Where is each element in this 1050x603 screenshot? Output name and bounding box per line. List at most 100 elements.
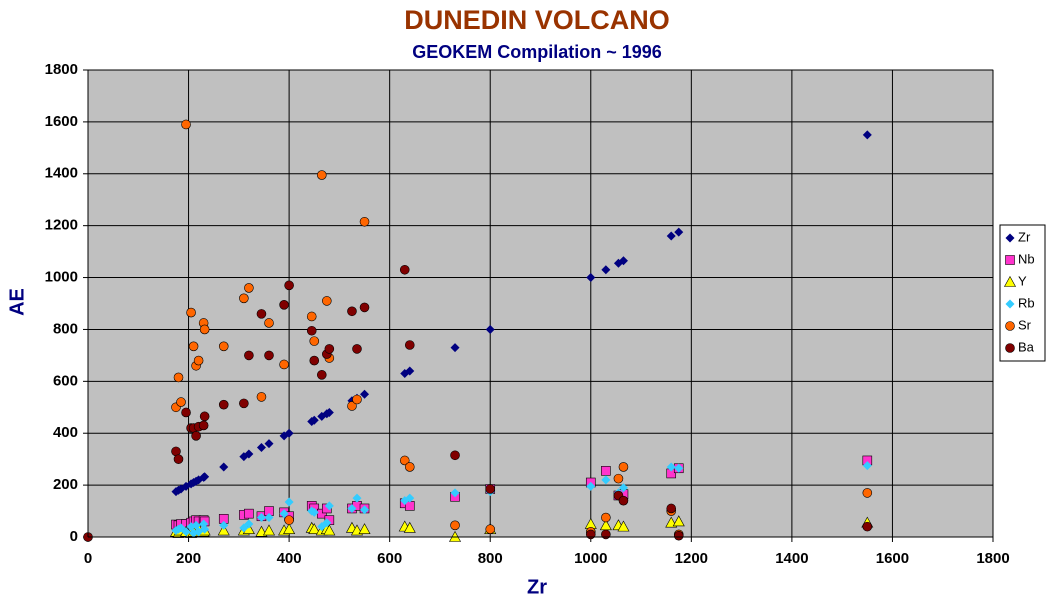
data-point <box>218 341 229 352</box>
y-tick-label: 0 <box>70 528 78 545</box>
data-point <box>244 283 254 293</box>
data-point <box>198 420 209 431</box>
data-point <box>618 256 628 266</box>
x-tick-label: 1600 <box>876 550 909 567</box>
data-point <box>309 336 320 346</box>
data-point <box>360 389 370 399</box>
x-tick-label: 200 <box>176 550 201 567</box>
chart-subtitle: GEOKEM Compilation ~ 1996 <box>412 42 662 62</box>
data-point <box>173 372 184 383</box>
data-point <box>316 370 327 380</box>
data-point <box>264 350 274 361</box>
data-point <box>617 520 630 532</box>
data-point <box>306 325 317 336</box>
data-point <box>218 399 229 410</box>
data-point <box>264 318 274 328</box>
data-point <box>404 340 415 350</box>
data-point <box>347 503 357 513</box>
data-point <box>352 344 362 354</box>
data-point <box>862 461 872 471</box>
y-tick-label: 1000 <box>45 269 78 286</box>
data-point <box>200 524 210 534</box>
data-point <box>585 529 596 540</box>
data-point <box>306 311 317 322</box>
x-tick-label: 1800 <box>976 550 1009 567</box>
data-point <box>673 530 684 541</box>
data-point <box>586 481 596 491</box>
data-point <box>359 216 370 227</box>
y-tick-label: 600 <box>53 372 78 389</box>
data-point <box>323 524 336 536</box>
data-point <box>284 497 294 507</box>
data-point <box>601 265 611 275</box>
data-point <box>308 523 321 535</box>
data-point <box>601 512 611 523</box>
data-point <box>279 509 289 519</box>
data-point <box>324 344 335 354</box>
data-point <box>674 227 684 237</box>
y-axis-label: AE <box>6 288 28 316</box>
legend-label: Zr <box>1018 229 1031 244</box>
data-point <box>191 431 201 441</box>
data-point <box>674 463 684 473</box>
data-point <box>284 280 294 291</box>
plot-area <box>87 69 994 538</box>
data-point <box>618 462 629 472</box>
data-point <box>601 466 611 476</box>
data-point <box>352 493 362 503</box>
data-point <box>199 324 210 335</box>
legend-marker <box>1005 233 1015 243</box>
y-tick-label: 200 <box>53 476 78 493</box>
legend-label: Y <box>1018 273 1027 288</box>
data-point <box>193 355 204 366</box>
data-point <box>219 520 229 530</box>
data-point <box>264 439 274 449</box>
legend-marker <box>1005 299 1015 309</box>
data-point <box>279 359 289 370</box>
legend-marker <box>1005 343 1015 353</box>
data-point <box>450 343 460 353</box>
data-point <box>219 462 229 472</box>
data-point <box>244 508 254 519</box>
data-point <box>181 407 191 418</box>
data-point <box>176 397 186 407</box>
data-point <box>450 520 460 531</box>
data-point <box>360 505 370 515</box>
data-point <box>405 493 415 503</box>
legend-marker <box>1003 275 1017 287</box>
data-point <box>405 366 415 376</box>
data-point <box>322 296 332 306</box>
legend-label: Ba <box>1018 339 1035 354</box>
data-point <box>666 462 676 472</box>
data-point <box>309 507 319 517</box>
data-point <box>618 495 629 506</box>
data-point <box>173 454 184 464</box>
data-point <box>316 170 327 180</box>
data-point <box>358 523 371 535</box>
data-point <box>399 264 410 275</box>
data-point <box>188 341 199 352</box>
legend-label: Rb <box>1018 295 1035 310</box>
data-point <box>284 515 294 525</box>
data-point <box>666 503 677 514</box>
x-tick-label: 400 <box>277 550 302 567</box>
y-tick-label: 400 <box>53 424 78 441</box>
data-point <box>359 302 370 313</box>
data-point <box>256 442 266 452</box>
x-tick-label: 800 <box>478 550 503 567</box>
x-tick-label: 1200 <box>675 550 708 567</box>
data-point <box>262 524 276 536</box>
data-point <box>279 299 289 310</box>
y-tick-label: 1800 <box>45 61 78 78</box>
data-point <box>862 488 873 498</box>
data-point <box>399 455 410 466</box>
data-point <box>239 293 249 304</box>
data-point <box>199 411 210 422</box>
data-point <box>200 472 210 482</box>
legend-label: Nb <box>1018 251 1035 266</box>
data-point <box>324 407 334 417</box>
y-tick-label: 1400 <box>45 165 78 182</box>
x-tick-label: 0 <box>84 550 92 567</box>
data-point <box>284 428 294 438</box>
